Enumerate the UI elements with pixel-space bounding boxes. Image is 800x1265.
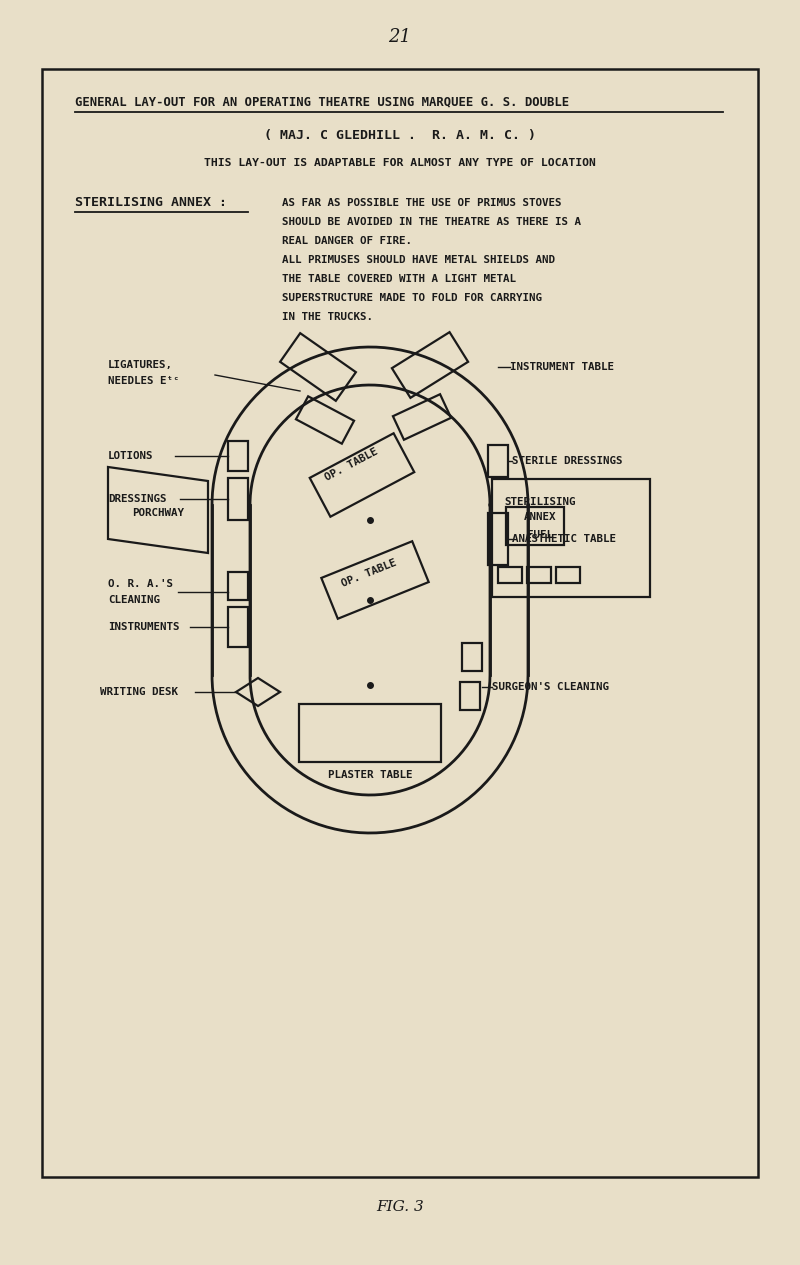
- Text: INSTRUMENT TABLE: INSTRUMENT TABLE: [510, 362, 614, 372]
- Text: OP. TABLE: OP. TABLE: [340, 558, 398, 588]
- Text: STERILE DRESSINGS: STERILE DRESSINGS: [512, 455, 622, 466]
- Text: WRITING DESK: WRITING DESK: [100, 687, 178, 697]
- Text: ANNEX: ANNEX: [524, 512, 556, 522]
- Text: DRESSINGS: DRESSINGS: [108, 495, 166, 503]
- Text: SURGEON'S CLEANING: SURGEON'S CLEANING: [492, 682, 609, 692]
- Text: 21: 21: [389, 28, 411, 46]
- Bar: [460, 682, 480, 710]
- Text: SUPERSTRUCTURE MADE TO FOLD FOR CARRYING: SUPERSTRUCTURE MADE TO FOLD FOR CARRYING: [282, 293, 542, 304]
- Bar: [527, 567, 551, 583]
- Text: REAL DANGER OF FIRE.: REAL DANGER OF FIRE.: [282, 237, 412, 245]
- Text: FUEL: FUEL: [527, 530, 553, 540]
- Bar: [42, 70, 758, 1176]
- Text: O. R. A.'S: O. R. A.'S: [108, 579, 173, 589]
- Text: OP. TABLE: OP. TABLE: [323, 447, 379, 483]
- Bar: [299, 705, 441, 762]
- Bar: [462, 643, 482, 670]
- Text: ALL PRIMUSES SHOULD HAVE METAL SHIELDS AND: ALL PRIMUSES SHOULD HAVE METAL SHIELDS A…: [282, 256, 555, 264]
- Text: GENERAL LAY-OUT FOR AN OPERATING THEATRE USING MARQUEE G. S. DOUBLE: GENERAL LAY-OUT FOR AN OPERATING THEATRE…: [75, 95, 569, 109]
- Text: AS FAR AS POSSIBLE THE USE OF PRIMUS STOVES: AS FAR AS POSSIBLE THE USE OF PRIMUS STO…: [282, 199, 562, 207]
- Bar: [228, 441, 248, 471]
- Text: LIGATURES,: LIGATURES,: [108, 361, 173, 369]
- Bar: [488, 445, 508, 477]
- Bar: [488, 514, 508, 565]
- Bar: [492, 479, 650, 597]
- Text: FIG. 3: FIG. 3: [376, 1200, 424, 1214]
- Text: THE TABLE COVERED WITH A LIGHT METAL: THE TABLE COVERED WITH A LIGHT METAL: [282, 275, 516, 285]
- Bar: [228, 478, 248, 520]
- Text: SHOULD BE AVOIDED IN THE THEATRE AS THERE IS A: SHOULD BE AVOIDED IN THE THEATRE AS THER…: [282, 218, 581, 226]
- Text: NEEDLES Eᵗᶜ: NEEDLES Eᵗᶜ: [108, 376, 179, 386]
- Bar: [498, 567, 522, 583]
- Text: CLEANING: CLEANING: [108, 595, 160, 605]
- Text: ( MAJ. C GLEDHILL .  R. A. M. C. ): ( MAJ. C GLEDHILL . R. A. M. C. ): [264, 129, 536, 142]
- Bar: [228, 572, 248, 600]
- Text: PORCHWAY: PORCHWAY: [132, 509, 184, 517]
- Bar: [506, 507, 564, 545]
- Text: ANÆSTHETIC TABLE: ANÆSTHETIC TABLE: [512, 534, 616, 544]
- Text: IN THE TRUCKS.: IN THE TRUCKS.: [282, 312, 373, 323]
- Text: INSTRUMENTS: INSTRUMENTS: [108, 622, 179, 632]
- Text: STERILISING: STERILISING: [504, 497, 576, 507]
- Text: STERILISING ANNEX :: STERILISING ANNEX :: [75, 196, 227, 209]
- Bar: [228, 607, 248, 646]
- Bar: [556, 567, 580, 583]
- Text: PLASTER TABLE: PLASTER TABLE: [328, 770, 412, 781]
- Text: THIS LAY-OUT IS ADAPTABLE FOR ALMOST ANY TYPE OF LOCATION: THIS LAY-OUT IS ADAPTABLE FOR ALMOST ANY…: [204, 158, 596, 168]
- Text: LOTIONS: LOTIONS: [108, 452, 154, 460]
